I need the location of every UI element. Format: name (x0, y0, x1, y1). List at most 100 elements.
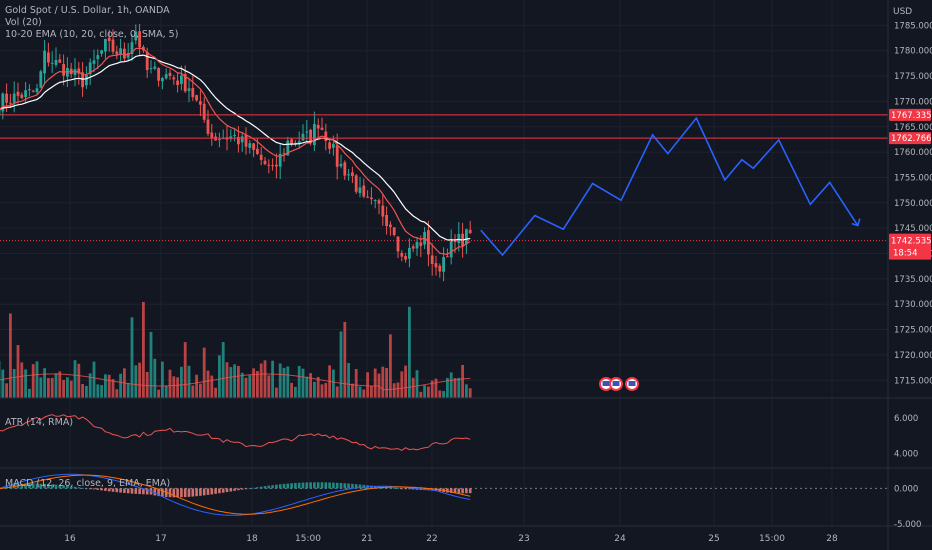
candle-body (354, 175, 358, 192)
volume-bar (385, 367, 388, 398)
volume-bar (438, 390, 442, 398)
candle-body (77, 68, 81, 74)
volume-bar (354, 369, 358, 398)
candle-body (12, 93, 16, 103)
macd-histogram-bar (88, 488, 92, 490)
volume-bar (73, 360, 77, 398)
candle-body (438, 265, 442, 272)
macd-histogram-bar (411, 488, 415, 490)
candle-body (324, 131, 328, 141)
candle-body (168, 72, 172, 76)
macd-histogram-bar (354, 484, 358, 489)
candle-body (47, 52, 50, 63)
macd-histogram-bar (96, 488, 100, 490)
macd-histogram-bar (320, 482, 324, 489)
macd-histogram-bar (301, 482, 305, 489)
macd-histogram-bar (290, 483, 293, 489)
volume-bar (199, 383, 202, 398)
candle-body (419, 242, 423, 246)
ema-legend[interactable]: 10-20 EMA (10, 20, close, 0, SMA, 5) (5, 29, 179, 40)
candle-body (195, 95, 198, 101)
signal-line (0, 474, 471, 515)
volume-bar (130, 317, 134, 398)
candle-body (263, 160, 267, 165)
candle-body (54, 60, 58, 65)
volume-bar (126, 382, 130, 398)
candle-body (43, 50, 46, 74)
price-tick-label: 1720.000 (894, 351, 932, 361)
volume-bar (16, 345, 20, 398)
candle-body (347, 174, 350, 176)
macd-histogram-bar (176, 488, 179, 498)
volume-bar (153, 358, 157, 398)
macd-histogram-bar (389, 487, 392, 489)
candle-body (256, 148, 259, 154)
macd-histogram-bar (81, 487, 84, 489)
candle-body (278, 153, 282, 167)
macd-histogram-bar (134, 488, 138, 494)
volume-bar (358, 386, 362, 398)
candle-body (62, 64, 65, 76)
volume-bar (248, 375, 252, 398)
macd-histogram-bar (161, 488, 164, 497)
grid (0, 0, 888, 526)
macd-histogram-bar (73, 486, 77, 489)
volume-bar (275, 387, 278, 398)
volume-bar (35, 361, 39, 398)
volume-bar (256, 371, 259, 398)
candle-body (107, 37, 111, 42)
macd-histogram-bar (130, 488, 134, 494)
atr-tick-label: 4.000 (894, 450, 918, 460)
volume-bar (77, 363, 81, 398)
volume-legend[interactable]: Vol (20) (5, 17, 42, 28)
volume-bar (373, 368, 377, 398)
volume-bar (362, 389, 366, 398)
macd-histogram-bar (115, 488, 119, 493)
macd-histogram-bar (180, 488, 183, 498)
volume-bar (415, 370, 419, 398)
candle-body (138, 31, 141, 48)
macd-histogram-bar (278, 484, 282, 489)
candle-body (275, 164, 278, 167)
price-tick-label: 1735.000 (894, 275, 932, 285)
macd-histogram-bar (119, 488, 122, 493)
volume-bar (240, 372, 244, 398)
volume-bar (24, 369, 27, 398)
volume-bar (305, 376, 309, 398)
candle-body (176, 80, 179, 86)
symbol-title[interactable]: Gold Spot / U.S. Dollar, 1h, OANDA (5, 5, 170, 16)
macd-histogram-bar (202, 488, 206, 496)
candle-body (282, 153, 286, 155)
macd-histogram-bar (24, 483, 27, 489)
macd-histogram-bar (28, 483, 31, 489)
volume-bar (111, 379, 115, 398)
volume-bar (457, 377, 461, 398)
candle-body (415, 242, 419, 249)
macd-histogram-bar (172, 488, 176, 498)
macd-histogram-bar (457, 488, 461, 494)
volume-bar (191, 385, 195, 398)
macd-histogram-bar (468, 488, 472, 494)
volume-bar (411, 377, 415, 398)
macd-histogram-bar (233, 488, 236, 491)
candle-body (465, 229, 468, 245)
price-tick-label: 1745.000 (894, 224, 932, 234)
macd-histogram-bar (392, 487, 396, 489)
macd-histogram-bar (54, 484, 58, 489)
volume-bar (229, 367, 233, 398)
candle-body (316, 125, 320, 129)
volume-bar (50, 377, 54, 398)
volume-bar (449, 372, 453, 398)
macd-histogram-bar (191, 488, 195, 497)
macd-histogram-bar (343, 483, 347, 489)
candle-body (157, 67, 160, 81)
macd-histogram-bar (297, 482, 301, 489)
candle-body (434, 263, 438, 268)
macd-pane (0, 473, 888, 516)
volume-bar (252, 368, 255, 398)
time-tick-label: 15:00 (759, 534, 785, 544)
candle-body (35, 88, 39, 93)
candle-body (85, 74, 88, 86)
volume-bar (12, 368, 16, 398)
